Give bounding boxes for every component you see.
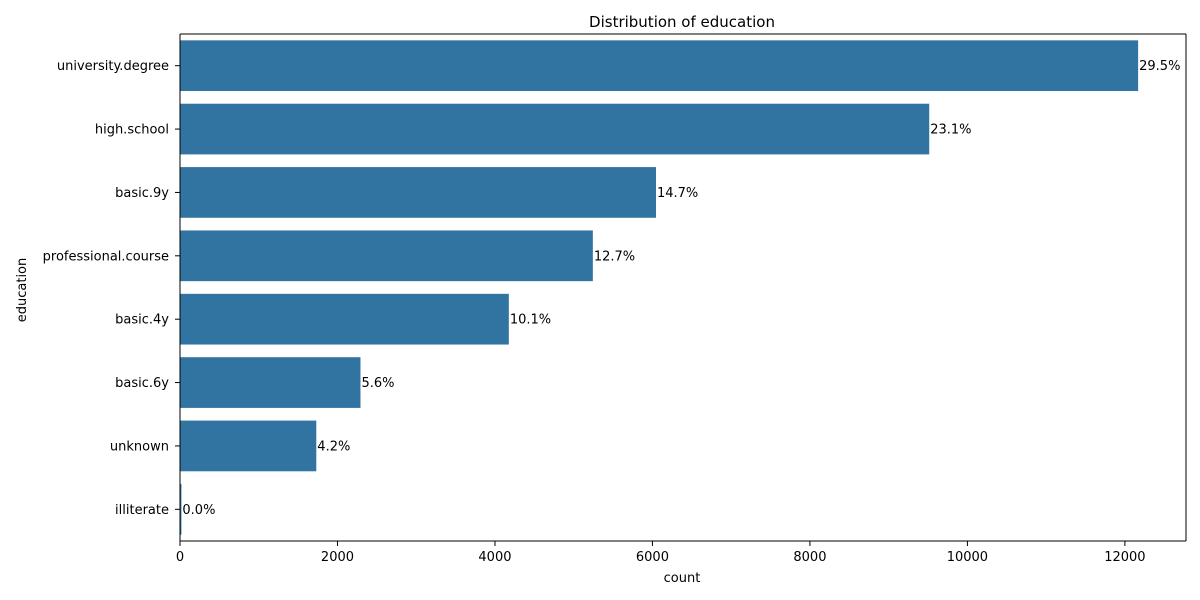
bar-unknown <box>180 420 317 472</box>
data-labels-group: 29.5% 23.1% 14.7% 12.7% 10.1% 5.6% 4.2% 0.0% <box>182 59 1180 518</box>
x-tick-label: 6000 <box>636 550 669 565</box>
y-tick-label: high.school <box>95 123 169 138</box>
bar-high-school <box>180 103 930 155</box>
y-tick-label: unknown <box>110 439 169 454</box>
chart-title: Distribution of education <box>589 13 775 31</box>
x-axis-ticks: 0 2000 4000 6000 8000 10000 12000 <box>176 541 1146 565</box>
data-label: 12.7% <box>594 249 635 264</box>
x-tick-label: 12000 <box>1104 550 1145 565</box>
x-axis-title: count <box>664 571 701 586</box>
bar-basic-4y <box>180 293 509 345</box>
x-tick-label: 2000 <box>321 550 354 565</box>
y-tick-label: basic.4y <box>115 313 169 328</box>
data-label: 10.1% <box>510 313 551 328</box>
data-label: 5.6% <box>361 376 394 391</box>
y-tick-label: professional.course <box>43 249 169 264</box>
data-label: 0.0% <box>182 503 215 518</box>
data-label: 23.1% <box>930 123 971 138</box>
x-tick-label: 0 <box>176 550 184 565</box>
x-tick-label: 8000 <box>793 550 826 565</box>
bar-university-degree <box>180 40 1139 92</box>
data-label: 4.2% <box>317 439 350 454</box>
data-label: 29.5% <box>1139 59 1180 74</box>
bar-basic-6y <box>180 357 361 408</box>
bar-illiterate <box>180 483 182 535</box>
data-label: 14.7% <box>657 186 698 201</box>
bar-basic-9y <box>180 167 656 218</box>
y-axis-ticks: university.degree high.school basic.9y prof… <box>43 59 180 518</box>
y-tick-label: university.degree <box>57 59 169 74</box>
y-tick-label: illiterate <box>115 503 169 518</box>
y-tick-label: basic.9y <box>115 186 169 201</box>
x-tick-label: 4000 <box>478 550 511 565</box>
y-tick-label: basic.6y <box>115 376 169 391</box>
bar-professional-course <box>180 230 593 282</box>
bars-group <box>180 40 1139 535</box>
x-tick-label: 10000 <box>947 550 988 565</box>
y-axis-title: education <box>15 258 30 323</box>
